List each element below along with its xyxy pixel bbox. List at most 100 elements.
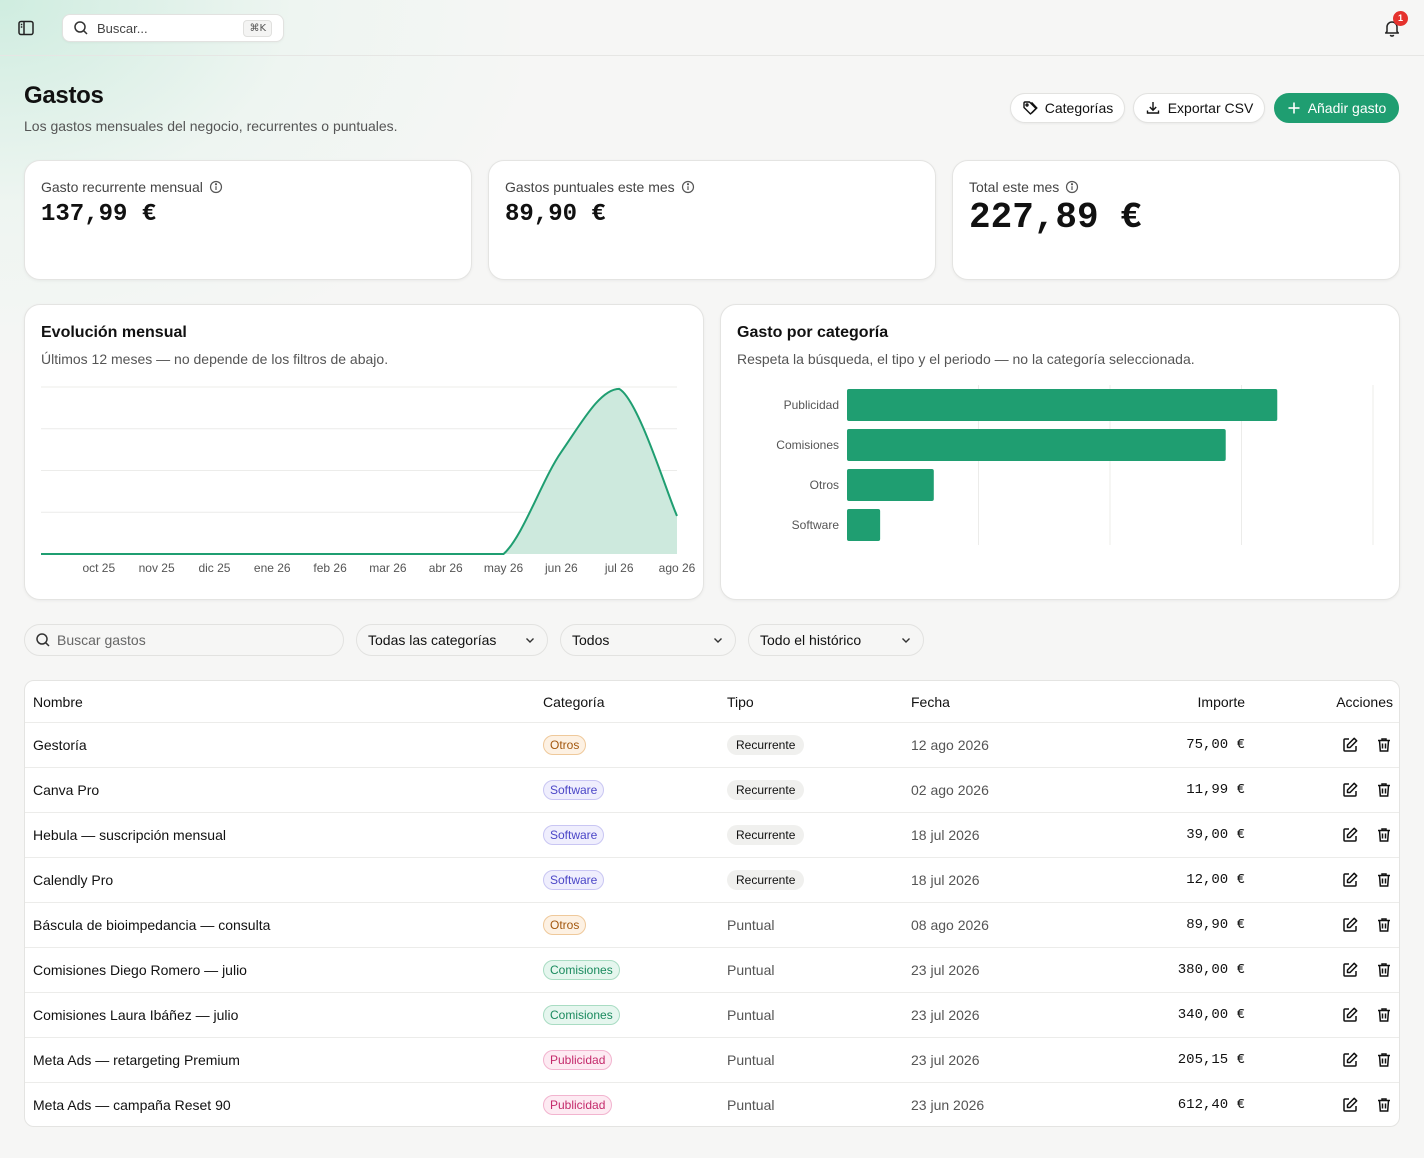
- expense-amount: 75,00 €: [1186, 737, 1245, 753]
- add-expense-button[interactable]: Añadir gasto: [1274, 93, 1399, 123]
- categorias-button[interactable]: Categorías: [1010, 93, 1125, 123]
- category-badge: Otros: [543, 915, 587, 935]
- chevron-down-icon: [526, 638, 534, 643]
- table-row: Hebula — suscripción mensual Software Re…: [25, 812, 1399, 857]
- column-header-importe[interactable]: Importe: [1197, 693, 1245, 710]
- edit-icon[interactable]: [1341, 916, 1359, 934]
- x-tick-label: abr 26: [429, 561, 463, 575]
- type-filter-value: Todos: [572, 632, 610, 648]
- x-tick-label: oct 25: [82, 561, 115, 575]
- edit-icon[interactable]: [1341, 736, 1359, 754]
- edit-icon[interactable]: [1341, 961, 1359, 979]
- table-row: Comisiones Diego Romero — julio Comision…: [25, 947, 1399, 992]
- categorias-button-label: Categorías: [1044, 100, 1114, 116]
- notifications-badge: 1: [1393, 11, 1408, 26]
- category-spend-subtitle: Respeta la búsqueda, el tipo y el period…: [737, 351, 1195, 367]
- type-badge: Recurrente: [727, 870, 805, 890]
- monthly-evolution-card: Evolución mensual Últimos 12 meses — no …: [24, 304, 704, 600]
- sidebar-toggle-icon[interactable]: [16, 18, 36, 38]
- category-badge: Software: [543, 870, 605, 890]
- expense-date: 23 jul 2026: [911, 1007, 980, 1023]
- plus-icon: [1288, 102, 1300, 114]
- edit-icon[interactable]: [1341, 871, 1359, 889]
- expense-name: Báscula de bioimpedancia — consulta: [33, 917, 271, 933]
- global-search[interactable]: Buscar... ⌘K: [62, 14, 284, 42]
- download-icon: [1146, 102, 1159, 114]
- edit-icon[interactable]: [1341, 1051, 1359, 1069]
- bar[interactable]: [847, 429, 1226, 461]
- delete-icon[interactable]: [1375, 1006, 1393, 1024]
- info-icon[interactable]: [681, 180, 695, 194]
- delete-icon[interactable]: [1375, 1051, 1393, 1069]
- edit-icon[interactable]: [1341, 781, 1359, 799]
- bar[interactable]: [847, 389, 1278, 421]
- expense-amount: 39,00 €: [1186, 827, 1245, 843]
- expense-name: Comisiones Diego Romero — julio: [33, 962, 247, 978]
- category-badge: Publicidad: [543, 1095, 613, 1115]
- bar[interactable]: [847, 509, 881, 541]
- type-text: Puntual: [727, 962, 775, 978]
- expense-name: Calendly Pro: [33, 872, 114, 888]
- column-header-tipo[interactable]: Tipo: [727, 693, 754, 710]
- delete-icon[interactable]: [1375, 1096, 1393, 1114]
- y-tick-label: Publicidad: [784, 398, 839, 412]
- category-filter-value: Todas las categorías: [368, 632, 497, 648]
- expense-name: Hebula — suscripción mensual: [33, 827, 226, 843]
- category-badge: Software: [543, 780, 605, 800]
- expense-amount: 12,00 €: [1186, 872, 1245, 888]
- type-badge: Recurrente: [727, 825, 805, 845]
- expense-date: 23 jun 2026: [911, 1097, 985, 1113]
- info-icon[interactable]: [209, 180, 223, 194]
- column-header-fecha[interactable]: Fecha: [911, 693, 950, 710]
- x-tick-label: jun 26: [544, 561, 578, 575]
- column-header-nombre[interactable]: Nombre: [33, 693, 83, 710]
- category-spend-chart: Publicidad Comisiones Otros Software: [776, 385, 1374, 545]
- category-badge: Publicidad: [543, 1050, 613, 1070]
- expense-search-input[interactable]: [57, 632, 327, 648]
- expense-name: Gestoría: [33, 737, 87, 753]
- delete-icon[interactable]: [1375, 961, 1393, 979]
- delete-icon[interactable]: [1375, 871, 1393, 889]
- delete-icon[interactable]: [1375, 916, 1393, 934]
- stat-value-total: 227,89 €: [969, 197, 1142, 238]
- edit-icon[interactable]: [1341, 1006, 1359, 1024]
- type-badge: Recurrente: [727, 735, 805, 755]
- page-subtitle: Los gastos mensuales del negocio, recurr…: [24, 118, 398, 134]
- bar[interactable]: [847, 469, 934, 501]
- expense-search[interactable]: [24, 624, 344, 656]
- stat-card-recurrent: Gasto recurrente mensual 137,99 €: [24, 160, 472, 280]
- type-filter-select[interactable]: Todos: [560, 624, 736, 656]
- expense-date: 18 jul 2026: [911, 827, 980, 843]
- edit-icon[interactable]: [1341, 1096, 1359, 1114]
- x-tick-label: ago 26: [659, 561, 696, 575]
- chevron-down-icon: [902, 638, 910, 643]
- delete-icon[interactable]: [1375, 781, 1393, 799]
- add-expense-button-label: Añadir gasto: [1307, 100, 1387, 116]
- category-filter-select[interactable]: Todas las categorías: [356, 624, 548, 656]
- x-tick-label: jul 26: [604, 561, 634, 575]
- monthly-evolution-title: Evolución mensual: [41, 324, 187, 341]
- tag-icon: [1023, 101, 1038, 115]
- edit-icon[interactable]: [1341, 826, 1359, 844]
- delete-icon[interactable]: [1375, 736, 1393, 754]
- type-text: Puntual: [727, 917, 775, 933]
- page-title: Gastos: [24, 82, 104, 109]
- delete-icon[interactable]: [1375, 826, 1393, 844]
- table-row: Calendly Pro Software Recurrente 18 jul …: [25, 857, 1399, 902]
- x-tick-label: feb 26: [313, 561, 347, 575]
- search-icon: [74, 21, 88, 35]
- category-spend-card: Gasto por categoría Respeta la búsqueda,…: [720, 304, 1400, 600]
- expense-name: Meta Ads — campaña Reset 90: [33, 1097, 231, 1113]
- type-text: Puntual: [727, 1097, 775, 1113]
- column-header-categoria[interactable]: Categoría: [543, 693, 605, 710]
- period-filter-select[interactable]: Todo el histórico: [748, 624, 924, 656]
- table-row: Báscula de bioimpedancia — consulta Otro…: [25, 902, 1399, 947]
- table-row: Comisiones Laura Ibáñez — julio Comision…: [25, 992, 1399, 1037]
- stat-label-oneoff: Gastos puntuales este mes: [505, 179, 675, 195]
- expense-date: 02 ago 2026: [911, 782, 989, 798]
- export-csv-button[interactable]: Exportar CSV: [1133, 93, 1265, 123]
- category-badge: Otros: [543, 735, 587, 755]
- info-icon[interactable]: [1065, 180, 1079, 194]
- expense-amount: 340,00 €: [1177, 1007, 1245, 1023]
- expense-date: 23 jul 2026: [911, 1052, 980, 1068]
